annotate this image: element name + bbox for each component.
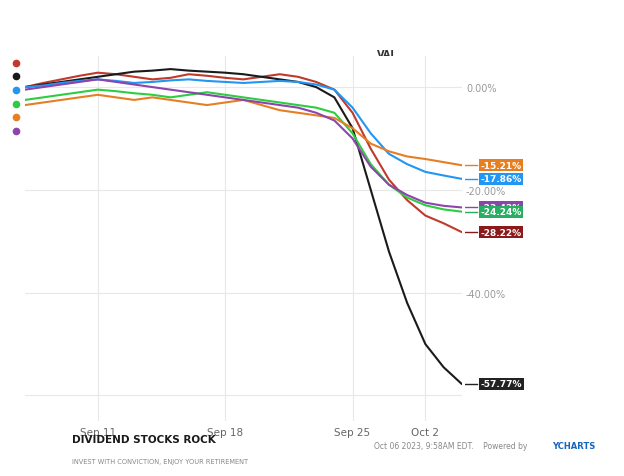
Text: Oct 06 2023, 9:58AM EDT.    Powered by: Oct 06 2023, 9:58AM EDT. Powered by	[374, 441, 530, 450]
Text: -57.77%: -57.77%	[480, 380, 522, 389]
Text: INVEST WITH CONVICTION, ENJOY YOUR RETIREMENT: INVEST WITH CONVICTION, ENJOY YOUR RETIR…	[72, 458, 248, 464]
Text: -23.42%: -23.42%	[354, 127, 390, 136]
Text: Brookfield Renewable Corp (BEPC.TO) Price % Change: Brookfield Renewable Corp (BEPC.TO) Pric…	[28, 86, 262, 95]
Text: -17.86%: -17.86%	[354, 86, 390, 95]
Text: NextEra Energy Partners LP (NEP) Price % Change: NextEra Energy Partners LP (NEP) Price %…	[28, 73, 244, 81]
Text: -23.42%: -23.42%	[480, 204, 522, 212]
Text: -28.22%: -28.22%	[480, 228, 522, 237]
Text: $: $	[23, 441, 37, 459]
Text: Northland Power Inc (NPI.TO) Price % Change: Northland Power Inc (NPI.TO) Price % Cha…	[28, 114, 224, 122]
Text: -24.24%: -24.24%	[354, 100, 390, 109]
Text: VAL: VAL	[376, 50, 397, 60]
Text: DIVIDEND STOCKS ROCK: DIVIDEND STOCKS ROCK	[72, 434, 215, 444]
Text: Innergex Renewable Energy Inc (INE.TO) Price % Change: Innergex Renewable Energy Inc (INE.TO) P…	[28, 100, 274, 109]
Text: -24.24%: -24.24%	[480, 208, 522, 217]
Text: -15.21%: -15.21%	[480, 161, 522, 170]
Text: YCHARTS: YCHARTS	[552, 441, 595, 450]
Text: Atlantica Sustainable Infrastructure PLC (AY) Price % Change: Atlantica Sustainable Infrastructure PLC…	[28, 127, 290, 136]
Text: -28.22%: -28.22%	[354, 59, 390, 68]
Text: NextEra Energy Inc (NEE) Price % Change: NextEra Energy Inc (NEE) Price % Change	[28, 59, 208, 68]
Text: -15.21%: -15.21%	[354, 114, 390, 122]
Text: -57.77%: -57.77%	[354, 73, 390, 81]
Text: -17.86%: -17.86%	[480, 175, 522, 184]
